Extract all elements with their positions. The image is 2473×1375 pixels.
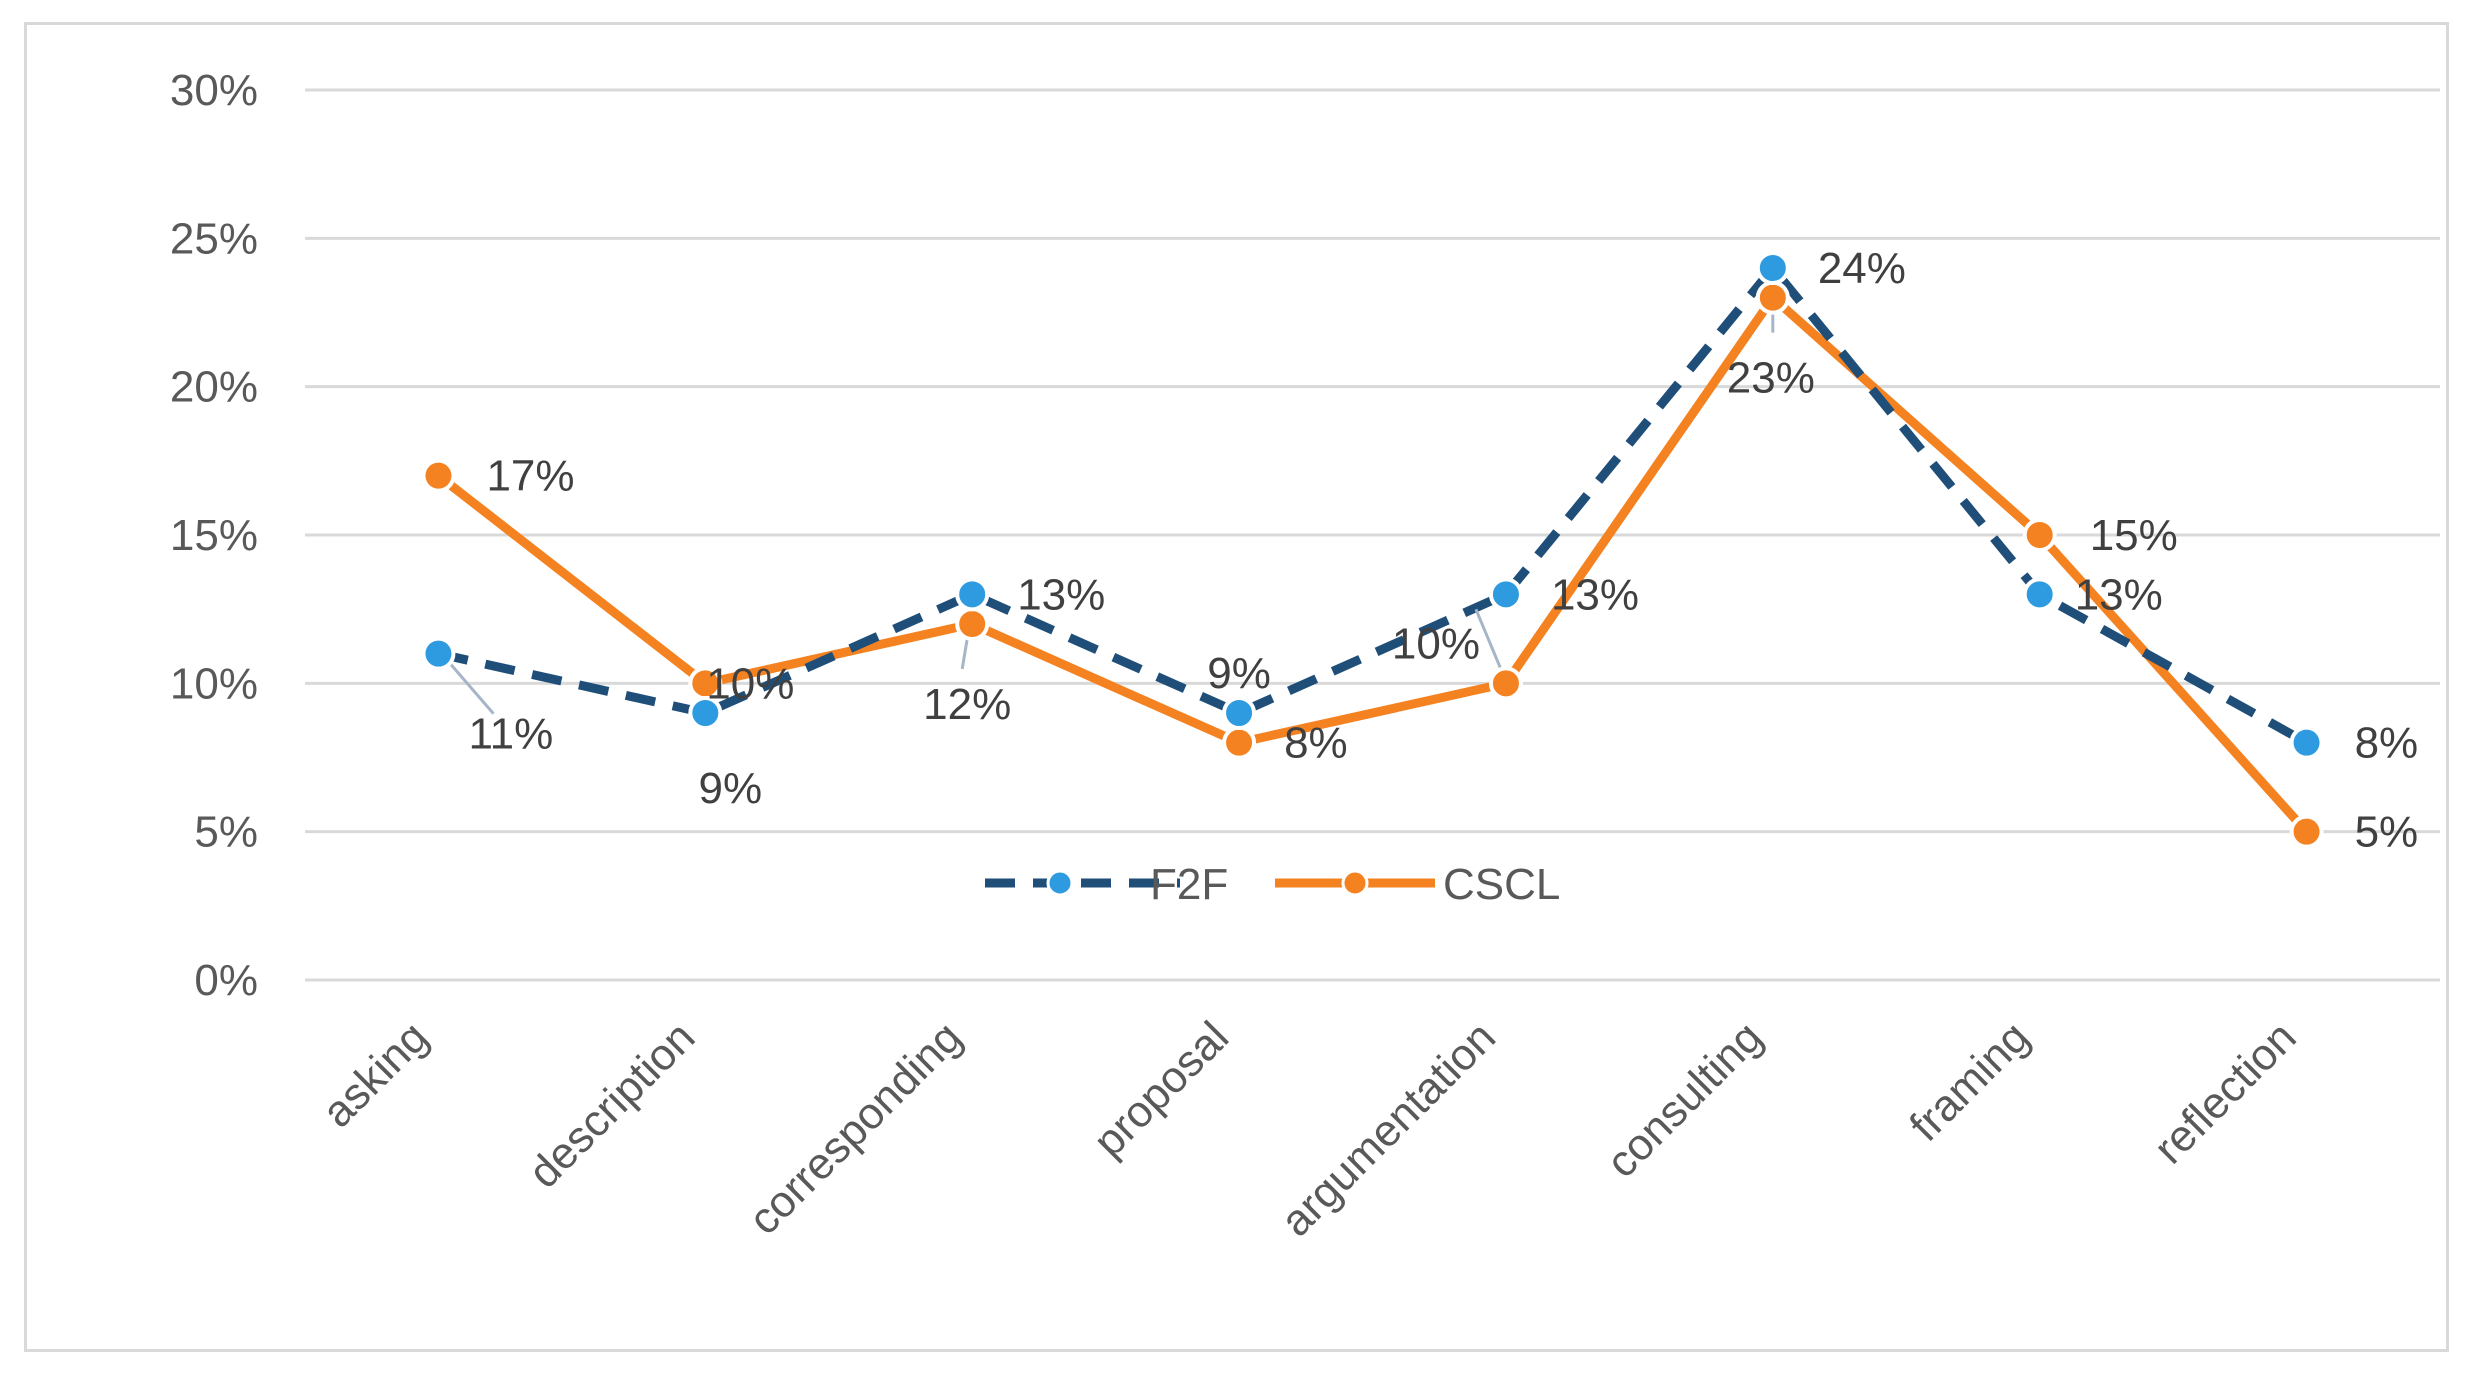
x-category-label: asking xyxy=(313,1012,438,1137)
y-tick-label: 15% xyxy=(170,511,258,560)
data-label-cscl: 8% xyxy=(1284,719,1348,768)
marker-cscl xyxy=(2022,518,2057,552)
marker-cscl xyxy=(2289,814,2324,849)
data-label-f2f: 9% xyxy=(699,764,763,813)
data-label-cscl: 17% xyxy=(486,452,574,501)
y-tick-label: 10% xyxy=(170,659,258,708)
legend-label-cscl: CSCL xyxy=(1443,860,1560,909)
y-tick-label: 25% xyxy=(170,214,258,263)
leader-line xyxy=(960,638,969,670)
data-label-f2f: 11% xyxy=(468,710,553,759)
chart-frame xyxy=(24,22,2449,1352)
gridlines xyxy=(305,88,2440,982)
data-label-f2f: 24% xyxy=(1818,244,1906,293)
x-category-label: argumentation xyxy=(1271,1012,1505,1246)
y-axis-tick-labels: 0% 5% 10% 15% 20% 25% 30% xyxy=(170,66,258,1005)
x-category-label: proposal xyxy=(1084,1012,1238,1166)
leader-line xyxy=(1474,608,1503,670)
x-category-label: description xyxy=(519,1012,704,1197)
marker-cscl xyxy=(955,607,990,641)
data-label-f2f: 9% xyxy=(1207,649,1271,698)
x-category-label: framing xyxy=(1900,1012,2038,1150)
x-category-label: reflection xyxy=(2145,1012,2306,1173)
data-label-f2f: 13% xyxy=(2075,570,2163,619)
marker-cscl xyxy=(1488,666,1523,701)
marker-f2f xyxy=(955,577,990,612)
y-tick-label: 20% xyxy=(170,363,258,412)
data-label-cscl: 12% xyxy=(923,680,1011,729)
series-markers xyxy=(421,251,2324,849)
marker-cscl xyxy=(421,458,456,493)
data-label-cscl: 15% xyxy=(2090,511,2178,560)
legend-marker-f2f xyxy=(1046,869,1074,897)
leader-line xyxy=(447,660,495,715)
y-tick-label: 0% xyxy=(194,956,258,1005)
marker-f2f xyxy=(1488,577,1523,612)
series-line-f2f xyxy=(437,263,2309,747)
marker-f2f xyxy=(1222,696,1257,730)
series-line-cscl xyxy=(433,293,2312,837)
marker-f2f xyxy=(1755,251,1790,285)
data-label-cscl: 10% xyxy=(1392,619,1480,668)
marker-f2f xyxy=(2289,725,2324,760)
y-tick-label: 5% xyxy=(194,808,258,857)
legend-marker-cscl xyxy=(1341,869,1369,897)
x-category-label: corresponding xyxy=(739,1012,971,1244)
legend: F2F CSCL xyxy=(985,860,1560,909)
data-label-cscl: 23% xyxy=(1727,354,1815,403)
y-tick-label: 30% xyxy=(170,66,258,115)
data-label-f2f: 13% xyxy=(1551,570,1639,619)
marker-cscl xyxy=(1755,280,1790,315)
marker-f2f xyxy=(2022,577,2057,612)
x-axis-category-labels: asking description corresponding proposal ar… xyxy=(313,1012,2306,1246)
data-labels: 11% 9% 13% 9% 13% 24% 13% 8% 17% 10% 12% 8% 10% 23% 15… xyxy=(468,244,2418,857)
marker-f2f xyxy=(421,636,456,671)
data-label-f2f: 8% xyxy=(2355,719,2419,768)
marker-cscl xyxy=(1222,725,1257,760)
x-category-label: consulting xyxy=(1597,1012,1772,1187)
data-label-cscl: 10% xyxy=(706,659,794,708)
legend-label-f2f: F2F xyxy=(1150,860,1228,909)
series-lines xyxy=(433,263,2312,837)
marker-f2f xyxy=(688,696,723,730)
data-label-f2f: 13% xyxy=(1017,570,1105,619)
data-label-cscl: 5% xyxy=(2355,808,2419,857)
